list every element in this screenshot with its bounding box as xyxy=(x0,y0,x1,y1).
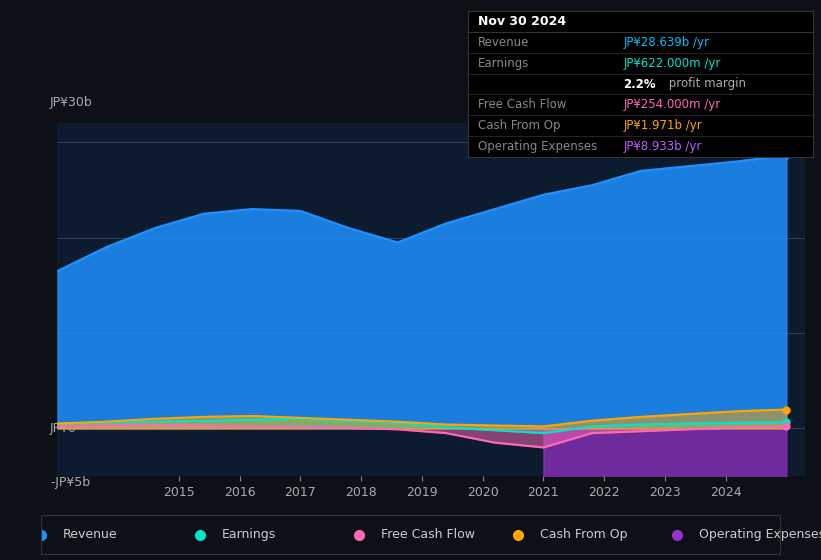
Text: Nov 30 2024: Nov 30 2024 xyxy=(479,15,566,28)
Text: Operating Expenses: Operating Expenses xyxy=(699,528,821,542)
Text: JP¥28.639b /yr: JP¥28.639b /yr xyxy=(623,36,709,49)
Text: JP¥254.000m /yr: JP¥254.000m /yr xyxy=(623,99,720,111)
Text: -JP¥5b: -JP¥5b xyxy=(50,476,90,489)
Text: Revenue: Revenue xyxy=(479,36,530,49)
Text: Revenue: Revenue xyxy=(63,528,118,542)
Text: Operating Expenses: Operating Expenses xyxy=(479,140,598,153)
Text: Earnings: Earnings xyxy=(222,528,277,542)
Text: Free Cash Flow: Free Cash Flow xyxy=(381,528,475,542)
Text: Cash From Op: Cash From Op xyxy=(479,119,561,132)
Text: JP¥622.000m /yr: JP¥622.000m /yr xyxy=(623,57,721,69)
Text: Cash From Op: Cash From Op xyxy=(540,528,627,542)
Text: profit margin: profit margin xyxy=(664,77,745,91)
Text: JP¥30b: JP¥30b xyxy=(50,96,93,109)
Text: JP¥8.933b /yr: JP¥8.933b /yr xyxy=(623,140,701,153)
Text: JP¥1.971b /yr: JP¥1.971b /yr xyxy=(623,119,702,132)
Text: Earnings: Earnings xyxy=(479,57,530,69)
Text: 2.2%: 2.2% xyxy=(623,77,656,91)
Text: JP¥0: JP¥0 xyxy=(50,422,77,435)
Text: Free Cash Flow: Free Cash Flow xyxy=(479,99,566,111)
